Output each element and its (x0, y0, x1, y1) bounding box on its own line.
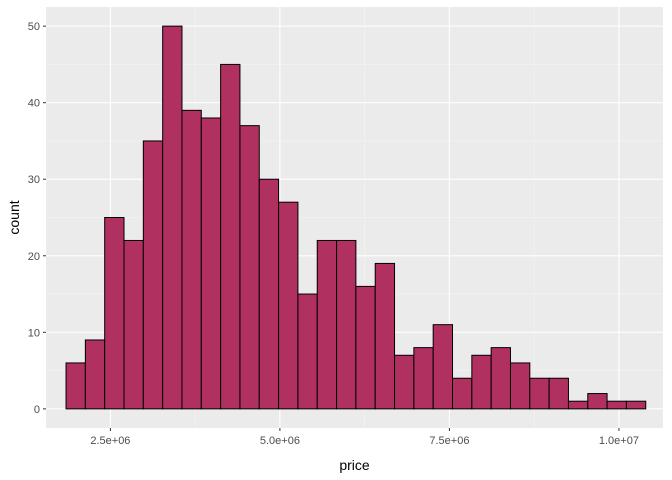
x-axis-title: price (339, 457, 370, 473)
histogram-bar (239, 125, 260, 410)
histogram-bar (374, 262, 396, 410)
y-tick-label: 10 (28, 327, 40, 339)
histogram-bar (394, 354, 415, 410)
histogram-bar (548, 377, 569, 410)
histogram-bar (123, 239, 144, 410)
y-axis: 0 10 20 30 40 50 (28, 21, 46, 416)
histogram-bar (258, 178, 280, 410)
histogram-bar (509, 362, 531, 410)
histogram-bar (336, 239, 357, 410)
histogram-bar (432, 324, 454, 410)
histogram-bar (104, 217, 125, 410)
x-tick-label: 7.5e+06 (429, 435, 469, 447)
y-tick-label: 30 (28, 174, 40, 186)
x-tick-label: 1.0e+07 (599, 435, 639, 447)
x-tick-label: 5.0e+06 (260, 435, 300, 447)
y-tick-label: 0 (34, 404, 40, 416)
histogram-bar (606, 400, 627, 410)
histogram-bar (220, 63, 241, 410)
histogram-bar (278, 201, 299, 410)
x-tick-label: 2.5e+06 (90, 435, 130, 447)
histogram-bar (355, 285, 376, 410)
x-axis: 2.5e+06 5.0e+06 7.5e+06 1.0e+07 (90, 428, 639, 447)
histogram-bar (413, 347, 434, 410)
histogram-bar (316, 239, 338, 410)
histogram-bar (490, 347, 511, 410)
histogram-bar (200, 117, 222, 410)
y-axis-title: count (6, 200, 22, 234)
histogram-bar (471, 354, 492, 410)
histogram-bar (181, 109, 202, 410)
histogram-bar (587, 393, 608, 410)
histogram-bars (65, 25, 647, 410)
histogram-bar (625, 400, 647, 410)
y-tick-label: 50 (28, 21, 40, 33)
histogram-bar (529, 377, 550, 410)
histogram-bar (84, 339, 106, 410)
histogram-bar (162, 25, 183, 410)
y-tick-label: 40 (28, 98, 40, 110)
histogram-bar (65, 362, 86, 410)
histogram-bar (452, 377, 473, 410)
histogram-bar (567, 400, 589, 410)
histogram-bar (297, 293, 318, 410)
histogram-bar (142, 140, 164, 410)
y-tick-label: 20 (28, 251, 40, 263)
